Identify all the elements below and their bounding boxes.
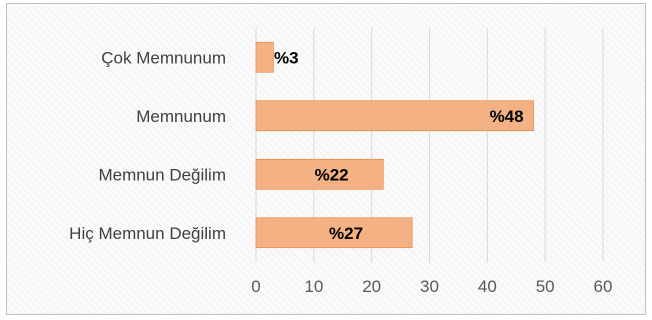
category-label: Memnun Değilim — [98, 165, 226, 184]
bar-4 — [255, 217, 413, 249]
x-axis-ticks: 0 10 20 30 40 50 60 — [251, 277, 612, 296]
category-label: Çok Memnunum — [101, 48, 226, 67]
data-label: %27 — [329, 224, 363, 243]
category-label: Hiç Memnun Değilim — [69, 224, 226, 243]
category-labels: Çok Memnunum Memnunum Memnun Değilim Hiç Me… — [69, 48, 226, 243]
x-tick-label: 60 — [594, 277, 613, 296]
data-label: %3 — [274, 48, 299, 67]
x-tick-label: 20 — [362, 277, 381, 296]
data-label: %48 — [490, 107, 524, 126]
x-tick-label: 10 — [304, 277, 323, 296]
x-tick-label: 50 — [536, 277, 555, 296]
x-tick-label: 30 — [420, 277, 439, 296]
bar-2 — [255, 100, 534, 132]
bars — [255, 41, 534, 249]
data-label: %22 — [315, 165, 349, 184]
bar-1 — [255, 41, 274, 73]
bar-3 — [255, 158, 384, 190]
category-label: Memnunum — [136, 107, 226, 126]
x-tick-label: 0 — [251, 277, 260, 296]
x-tick-label: 40 — [478, 277, 497, 296]
data-labels: %3 %48 %22 %27 — [274, 48, 524, 243]
